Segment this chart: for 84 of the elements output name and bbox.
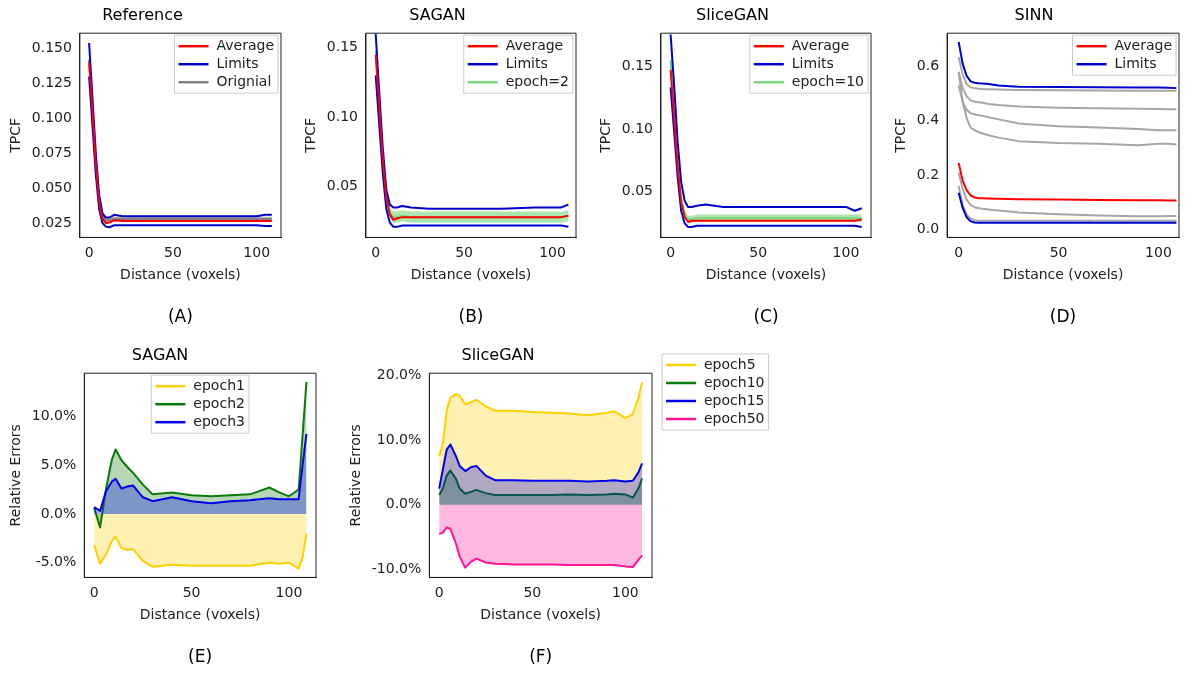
y-tick-label: 0.125 xyxy=(31,74,72,91)
y-tick-label: 0.6 xyxy=(916,57,940,74)
legend-label: epoch=2 xyxy=(505,72,570,89)
legend-label: epoch50 xyxy=(704,409,765,426)
legend-label: epoch15 xyxy=(704,391,765,408)
y-tick-label: 0.025 xyxy=(31,213,72,230)
y-tick-label: 0.0 xyxy=(916,220,940,237)
x-tick-label: 50 xyxy=(163,244,182,261)
legend-label: Limits xyxy=(791,54,834,71)
y-tick-label: 0.150 xyxy=(31,39,72,56)
y-axis-title: TPCF xyxy=(302,117,319,154)
text: (D) xyxy=(1049,306,1077,326)
y-tick-label: -5.0% xyxy=(35,553,77,570)
x-tick-label: 0 xyxy=(371,244,381,261)
x-axis-title: Distance (voxels) xyxy=(139,606,261,623)
y-axis-title: TPCF xyxy=(7,117,24,154)
legend-label: epoch1 xyxy=(193,376,245,393)
x-axis-title: Distance (voxels) xyxy=(1002,266,1124,283)
chart-title: SAGAN xyxy=(409,4,466,24)
y-axis-title: TPCF xyxy=(597,117,614,154)
y-tick-label: 0.10 xyxy=(621,119,653,136)
x-axis-title: Distance (voxels) xyxy=(120,266,241,283)
x-tick-label: 50 xyxy=(1049,244,1068,261)
x-axis-title: Distance (voxels) xyxy=(410,266,532,283)
legend-label: Average xyxy=(791,36,850,53)
y-tick-label: 20.0% xyxy=(376,365,422,382)
x-tick-label: 50 xyxy=(523,584,542,601)
x-tick-label: 0 xyxy=(434,584,444,601)
y-axis-title: Relative Errors xyxy=(7,424,24,527)
legend-label: Limits xyxy=(505,54,548,71)
legend-label: epoch2 xyxy=(193,394,245,411)
x-tick-label: 100 xyxy=(612,584,639,601)
chart-title: SliceGAN xyxy=(461,344,535,364)
y-tick-label: 5.0% xyxy=(40,455,77,472)
y-tick-label: 0.0% xyxy=(385,495,422,512)
legend-label: epoch10 xyxy=(704,373,765,390)
text: (A) xyxy=(167,306,193,326)
y-tick-label: 0.4 xyxy=(916,111,940,128)
y-axis-title: Relative Errors xyxy=(347,424,364,527)
y-tick-label: 0.075 xyxy=(31,143,72,160)
y-axis-title: TPCF xyxy=(892,117,909,154)
x-tick-label: 100 xyxy=(539,244,566,261)
x-tick-label: 100 xyxy=(832,244,860,261)
y-tick-label: 0.100 xyxy=(31,109,72,126)
legend-label: epoch3 xyxy=(193,412,245,429)
x-tick-label: 50 xyxy=(182,584,201,601)
text: (E) xyxy=(188,646,213,666)
legend-label: Limits xyxy=(216,54,259,71)
legend-label: Average xyxy=(1114,36,1173,53)
x-tick-label: 100 xyxy=(1145,244,1172,261)
y-tick-label: 0.15 xyxy=(621,56,653,73)
chart-title: Reference xyxy=(102,4,183,24)
y-tick-label: 10.0% xyxy=(31,406,77,423)
x-tick-label: 0 xyxy=(84,244,94,261)
y-tick-label: 0.15 xyxy=(326,38,358,55)
text: (C) xyxy=(753,306,779,326)
y-tick-label: -10.0% xyxy=(371,560,422,577)
x-axis-title: Distance (voxels) xyxy=(480,606,601,623)
y-tick-label: 0.05 xyxy=(621,182,653,199)
x-tick-label: 0 xyxy=(954,244,964,261)
y-tick-label: 10.0% xyxy=(376,430,422,447)
y-tick-label: 0.05 xyxy=(326,177,358,194)
y-tick-label: 0.2 xyxy=(916,165,940,182)
x-tick-label: 50 xyxy=(749,244,768,261)
x-tick-label: 100 xyxy=(243,244,271,261)
legend-label: Average xyxy=(216,36,275,53)
legend-label: epoch=10 xyxy=(791,72,865,89)
y-tick-label: 0.050 xyxy=(31,178,72,195)
legend-label: Average xyxy=(505,36,564,53)
x-tick-label: 0 xyxy=(89,584,99,601)
text: (F) xyxy=(529,646,553,666)
chart-title: SliceGAN xyxy=(696,4,769,24)
x-tick-label: 50 xyxy=(455,244,474,261)
y-tick-label: 0.10 xyxy=(326,107,358,124)
x-axis-title: Distance (voxels) xyxy=(705,266,827,283)
chart-title: SAGAN xyxy=(131,344,189,364)
legend-label: epoch5 xyxy=(704,355,756,372)
text: (B) xyxy=(458,306,484,326)
y-tick-label: 0.0% xyxy=(40,504,77,521)
legend-label: Orignial xyxy=(216,72,272,89)
chart-title: SINN xyxy=(1014,4,1054,24)
x-tick-label: 100 xyxy=(275,584,303,601)
x-tick-label: 0 xyxy=(666,244,676,261)
legend-label: Limits xyxy=(1114,54,1157,71)
